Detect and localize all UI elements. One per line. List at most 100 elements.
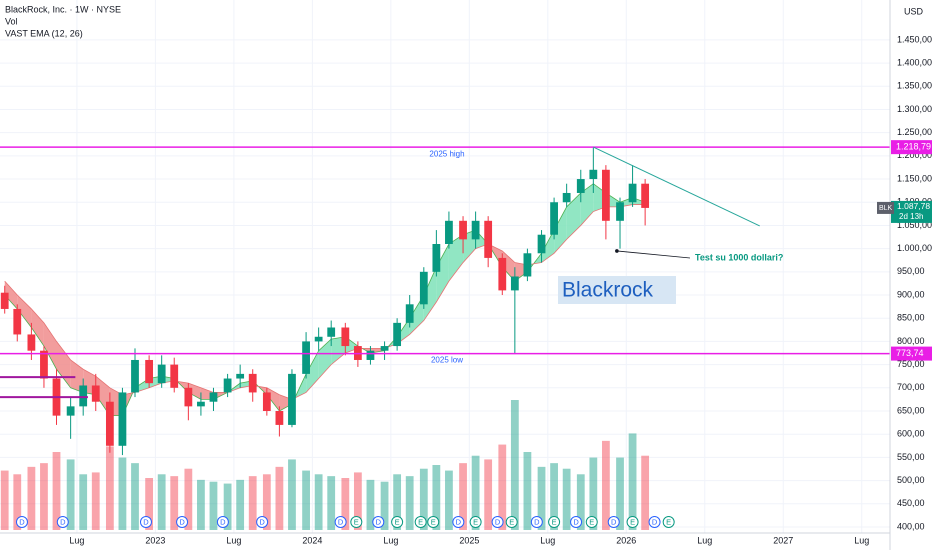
label-box xyxy=(558,276,676,304)
volume-bar xyxy=(79,474,88,530)
x-tick-label: Lug xyxy=(697,535,712,545)
event-label: E xyxy=(418,517,423,526)
y-tick-label: 700,00 xyxy=(897,382,925,392)
volume-bar xyxy=(223,483,232,530)
volume-bar xyxy=(184,468,193,530)
event-marker xyxy=(491,516,504,528)
volume-bar xyxy=(380,481,389,530)
event-marker xyxy=(15,516,28,528)
candle-body xyxy=(459,220,467,240)
candle-body xyxy=(209,392,218,402)
volume-bar xyxy=(628,433,637,530)
volume-bar xyxy=(248,476,257,530)
annotation-text: Test su 1000 dollari? xyxy=(695,252,783,262)
event-label: E xyxy=(395,517,400,526)
y-tick-label: 1.050,00 xyxy=(897,220,932,230)
x-tick-label: Lug xyxy=(854,535,869,545)
volume-bar xyxy=(484,459,493,530)
x-tick-label: Lug xyxy=(226,535,241,545)
candle-body xyxy=(576,179,585,193)
event-marker xyxy=(662,516,675,528)
volume-bar xyxy=(327,476,336,530)
event-marker xyxy=(530,516,543,528)
volume-bar xyxy=(118,457,127,530)
candle-body xyxy=(393,322,402,347)
price-line-label: 1.218,79 xyxy=(896,142,931,152)
candle-body xyxy=(601,169,610,221)
candle-body xyxy=(0,292,9,309)
chart-title: BlackRock, Inc. · 1W · NYSE xyxy=(5,4,121,14)
volume-bar xyxy=(27,466,36,530)
volume-bar xyxy=(236,479,245,530)
event-marker xyxy=(570,516,583,528)
event-label: D xyxy=(338,517,344,526)
candle-body xyxy=(380,346,389,351)
volume-bar xyxy=(105,446,114,530)
event-label: D xyxy=(376,517,382,526)
event-label: D xyxy=(573,517,579,526)
candle-body xyxy=(40,350,48,379)
last-price-label: 1.087,78 xyxy=(897,201,930,211)
volume-bar xyxy=(262,474,271,530)
volume-bar xyxy=(589,457,598,530)
x-tick-label: 2027 xyxy=(773,535,793,545)
ema-fill xyxy=(448,234,464,282)
price-line-tag xyxy=(891,346,932,361)
candle-body xyxy=(197,401,205,407)
ema-fill xyxy=(17,295,32,328)
y-tick-label: 1.300,00 xyxy=(897,104,932,114)
candle-body xyxy=(248,373,257,393)
trendline xyxy=(593,146,760,227)
volume-bar xyxy=(405,476,414,530)
event-label: E xyxy=(473,517,478,526)
y-tick-label: 500,00 xyxy=(897,475,925,485)
y-tick-label: 600,00 xyxy=(897,429,925,439)
candle-body xyxy=(510,276,519,291)
volume-bar xyxy=(353,472,362,530)
x-tick-label: 2025 xyxy=(459,535,479,545)
price-line-text: 2025 high xyxy=(429,149,464,158)
event-label: E xyxy=(666,517,671,526)
ema-fill xyxy=(70,359,84,393)
event-marker xyxy=(414,516,427,528)
candle-body xyxy=(589,169,598,180)
candle-body xyxy=(145,359,154,384)
event-marker xyxy=(350,516,363,528)
event-marker xyxy=(427,516,440,528)
y-tick-label: 650,00 xyxy=(897,405,925,415)
volume-bar xyxy=(314,474,323,530)
candle-body xyxy=(105,401,114,446)
volume-bar xyxy=(13,474,22,530)
event-label: D xyxy=(179,517,185,526)
volume-bar xyxy=(40,463,48,530)
volume-bar xyxy=(641,455,650,530)
currency: USD xyxy=(904,6,924,16)
y-tick-label: 750,00 xyxy=(897,359,925,369)
volume-bar xyxy=(366,479,375,530)
event-label: D xyxy=(652,517,658,526)
y-tick-label: 900,00 xyxy=(897,289,925,299)
event-marker xyxy=(469,516,482,528)
volume-bar xyxy=(537,466,546,530)
volume-bar xyxy=(66,459,75,530)
candle-body xyxy=(537,234,546,254)
ema-fill xyxy=(554,206,567,254)
event-label: D xyxy=(143,517,149,526)
volume-bar xyxy=(275,466,284,530)
volume-bar xyxy=(157,474,166,530)
event-marker xyxy=(56,516,69,528)
countdown: 2d 13h xyxy=(899,212,923,221)
event-marker xyxy=(372,516,385,528)
ema-fill xyxy=(4,281,18,309)
overlays: 2025 high 1.218,79 2025 low 773,74 Test su 1… xyxy=(15,140,932,528)
volume-bar xyxy=(131,463,139,530)
volume-bar xyxy=(550,463,558,530)
volume-bar xyxy=(498,444,507,530)
candle-body xyxy=(275,410,284,425)
y-tick-label: 800,00 xyxy=(897,336,925,346)
grid xyxy=(0,0,890,533)
volume-bar xyxy=(510,400,519,530)
y-tick-label: 1.200,00 xyxy=(897,150,932,160)
candle-body xyxy=(27,334,36,351)
event-marker xyxy=(452,516,465,528)
